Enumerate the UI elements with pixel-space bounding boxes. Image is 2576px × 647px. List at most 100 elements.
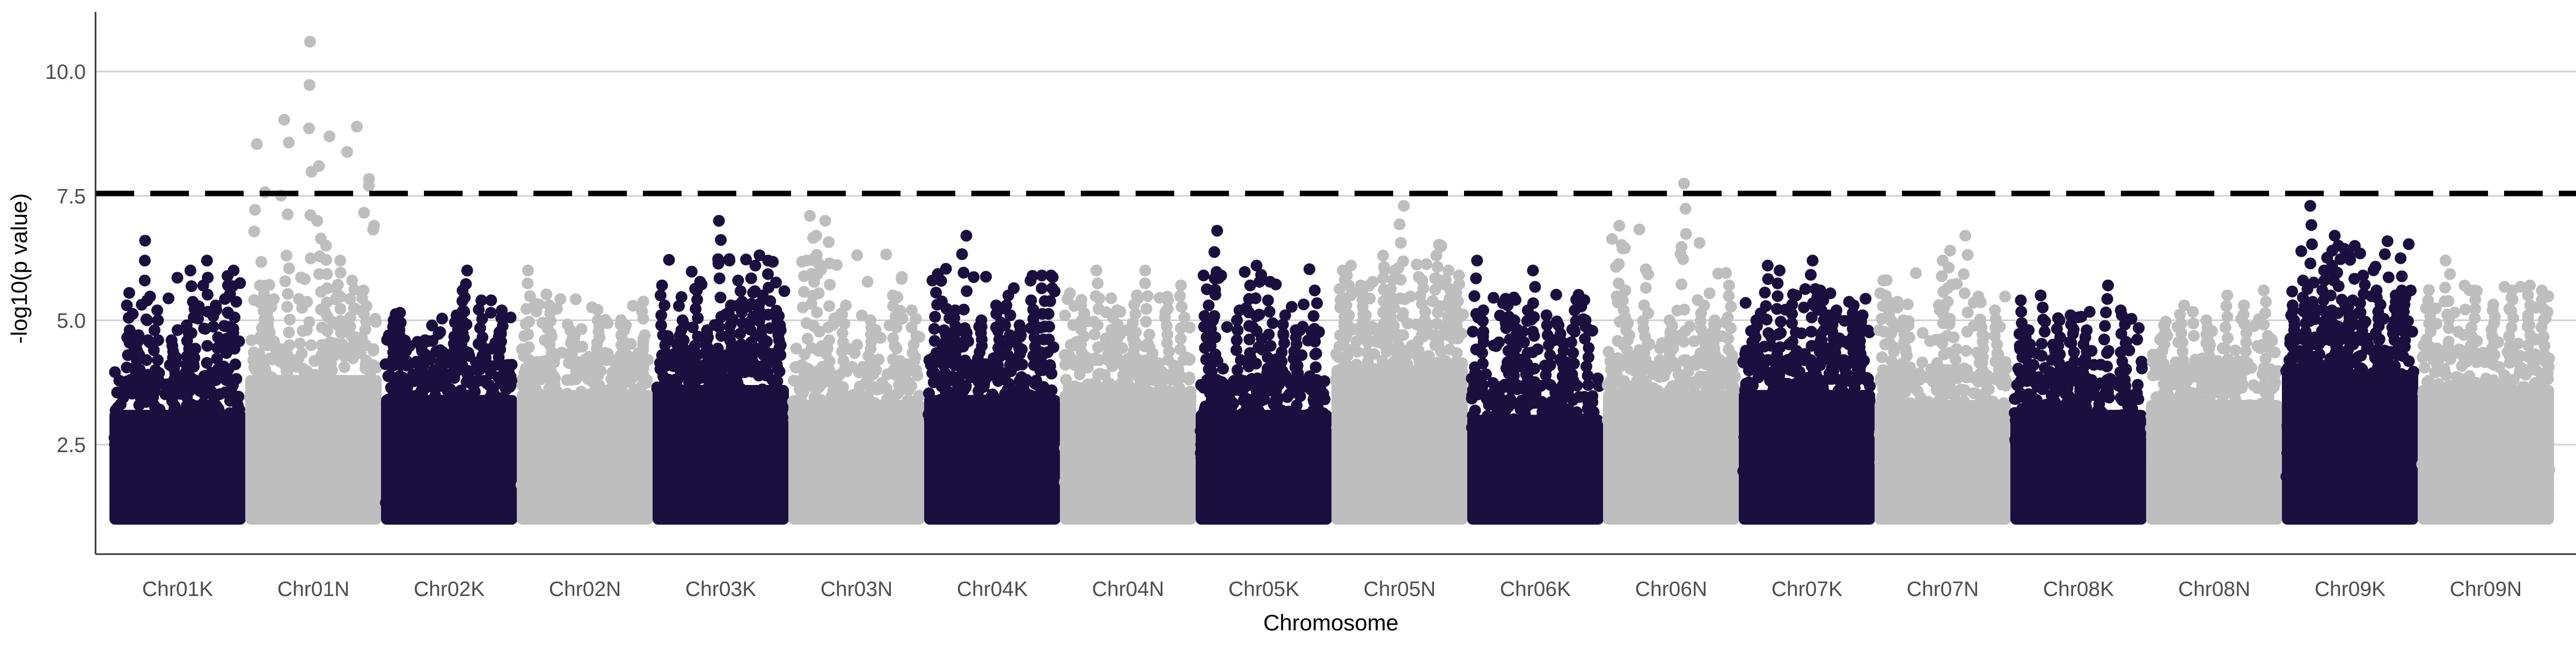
peak-point [228,327,239,339]
point [1176,372,1188,383]
series-Chr06K [1466,255,1605,525]
point [591,364,603,376]
point [163,293,174,304]
peak-point [1723,280,1735,292]
peak-point [1232,364,1243,376]
point [1238,395,1249,406]
peak-point [1089,354,1101,366]
peak-point [458,332,470,344]
peak-point [282,288,294,300]
point [225,391,237,403]
peak-point [281,250,292,261]
peak-point [1443,265,1454,277]
point-mass [517,390,653,525]
point [1553,392,1564,404]
point [1037,381,1049,393]
peak-point [1620,285,1631,296]
series-Chr07K [1737,255,1876,525]
peak-point [1471,255,1483,266]
series-Chr01K [108,235,247,525]
peak-point [1725,301,1737,312]
point [147,391,159,403]
peak-point [990,300,1002,311]
peak-point [321,325,333,337]
point [1106,292,1117,304]
peak-point [139,255,151,266]
peak-point [1394,219,1406,230]
peak-point [1088,316,1100,328]
peak-point [927,274,939,286]
peak-point [522,329,534,340]
point-mass [109,410,246,525]
peak-point [523,341,535,353]
peak-point [457,305,469,317]
point [580,353,592,365]
peak-point [311,215,323,227]
peak-point [701,324,713,336]
point [1694,237,1706,249]
peak-point [639,329,650,341]
peak-point [1308,310,1320,322]
peak-point [284,314,296,325]
peak-point [304,36,316,48]
peak-point [1395,237,1407,249]
peak-point [1091,265,1102,277]
peak-point [522,278,533,289]
peak-point [1210,331,1221,343]
peak-point [824,279,836,290]
peak-point [321,268,333,280]
point [541,369,553,381]
peak-point [419,335,431,346]
peak-point [1394,329,1406,341]
peak-point [1250,293,1262,304]
peak-point [305,166,317,178]
peak-point [1042,346,1053,358]
point-mass [1196,410,1332,525]
point [862,276,874,288]
peak-point [123,312,135,324]
point [251,138,263,150]
peak-point [960,359,972,371]
peak-point [1378,261,1390,273]
point [1304,263,1315,275]
peak-point [887,332,899,344]
series-Chr05N [1330,200,1469,525]
peak-point [732,274,744,286]
point [363,180,375,192]
point [774,366,786,377]
peak-point [332,279,344,290]
peak-point [321,282,333,294]
point [1640,264,1652,275]
peak-point [999,319,1011,331]
point [1092,369,1104,381]
point-mass [245,375,382,525]
point [904,382,916,394]
peak-point [958,304,970,316]
peak-point [226,280,238,292]
point [1429,339,1441,351]
peak-point [1699,300,1710,311]
point [1258,394,1270,405]
peak-point [1565,337,1577,348]
point [851,249,863,261]
peak-point [887,353,899,365]
peak-point [1253,309,1265,321]
peak-point [1722,333,1734,345]
peak-point [121,300,133,311]
peak-point [1251,374,1263,386]
peak-point [811,268,823,280]
peak-point [186,280,197,292]
peak-point [657,329,669,341]
point [166,395,178,407]
peak-point [1092,278,1103,289]
peak-point [762,268,774,280]
peak-point [1396,311,1408,323]
point [461,376,473,388]
point [877,379,889,390]
peak-point [202,289,214,301]
peak-point [735,339,747,351]
peak-point [283,339,295,351]
peak-point [713,215,725,227]
point [478,375,490,387]
point [1682,366,1694,377]
